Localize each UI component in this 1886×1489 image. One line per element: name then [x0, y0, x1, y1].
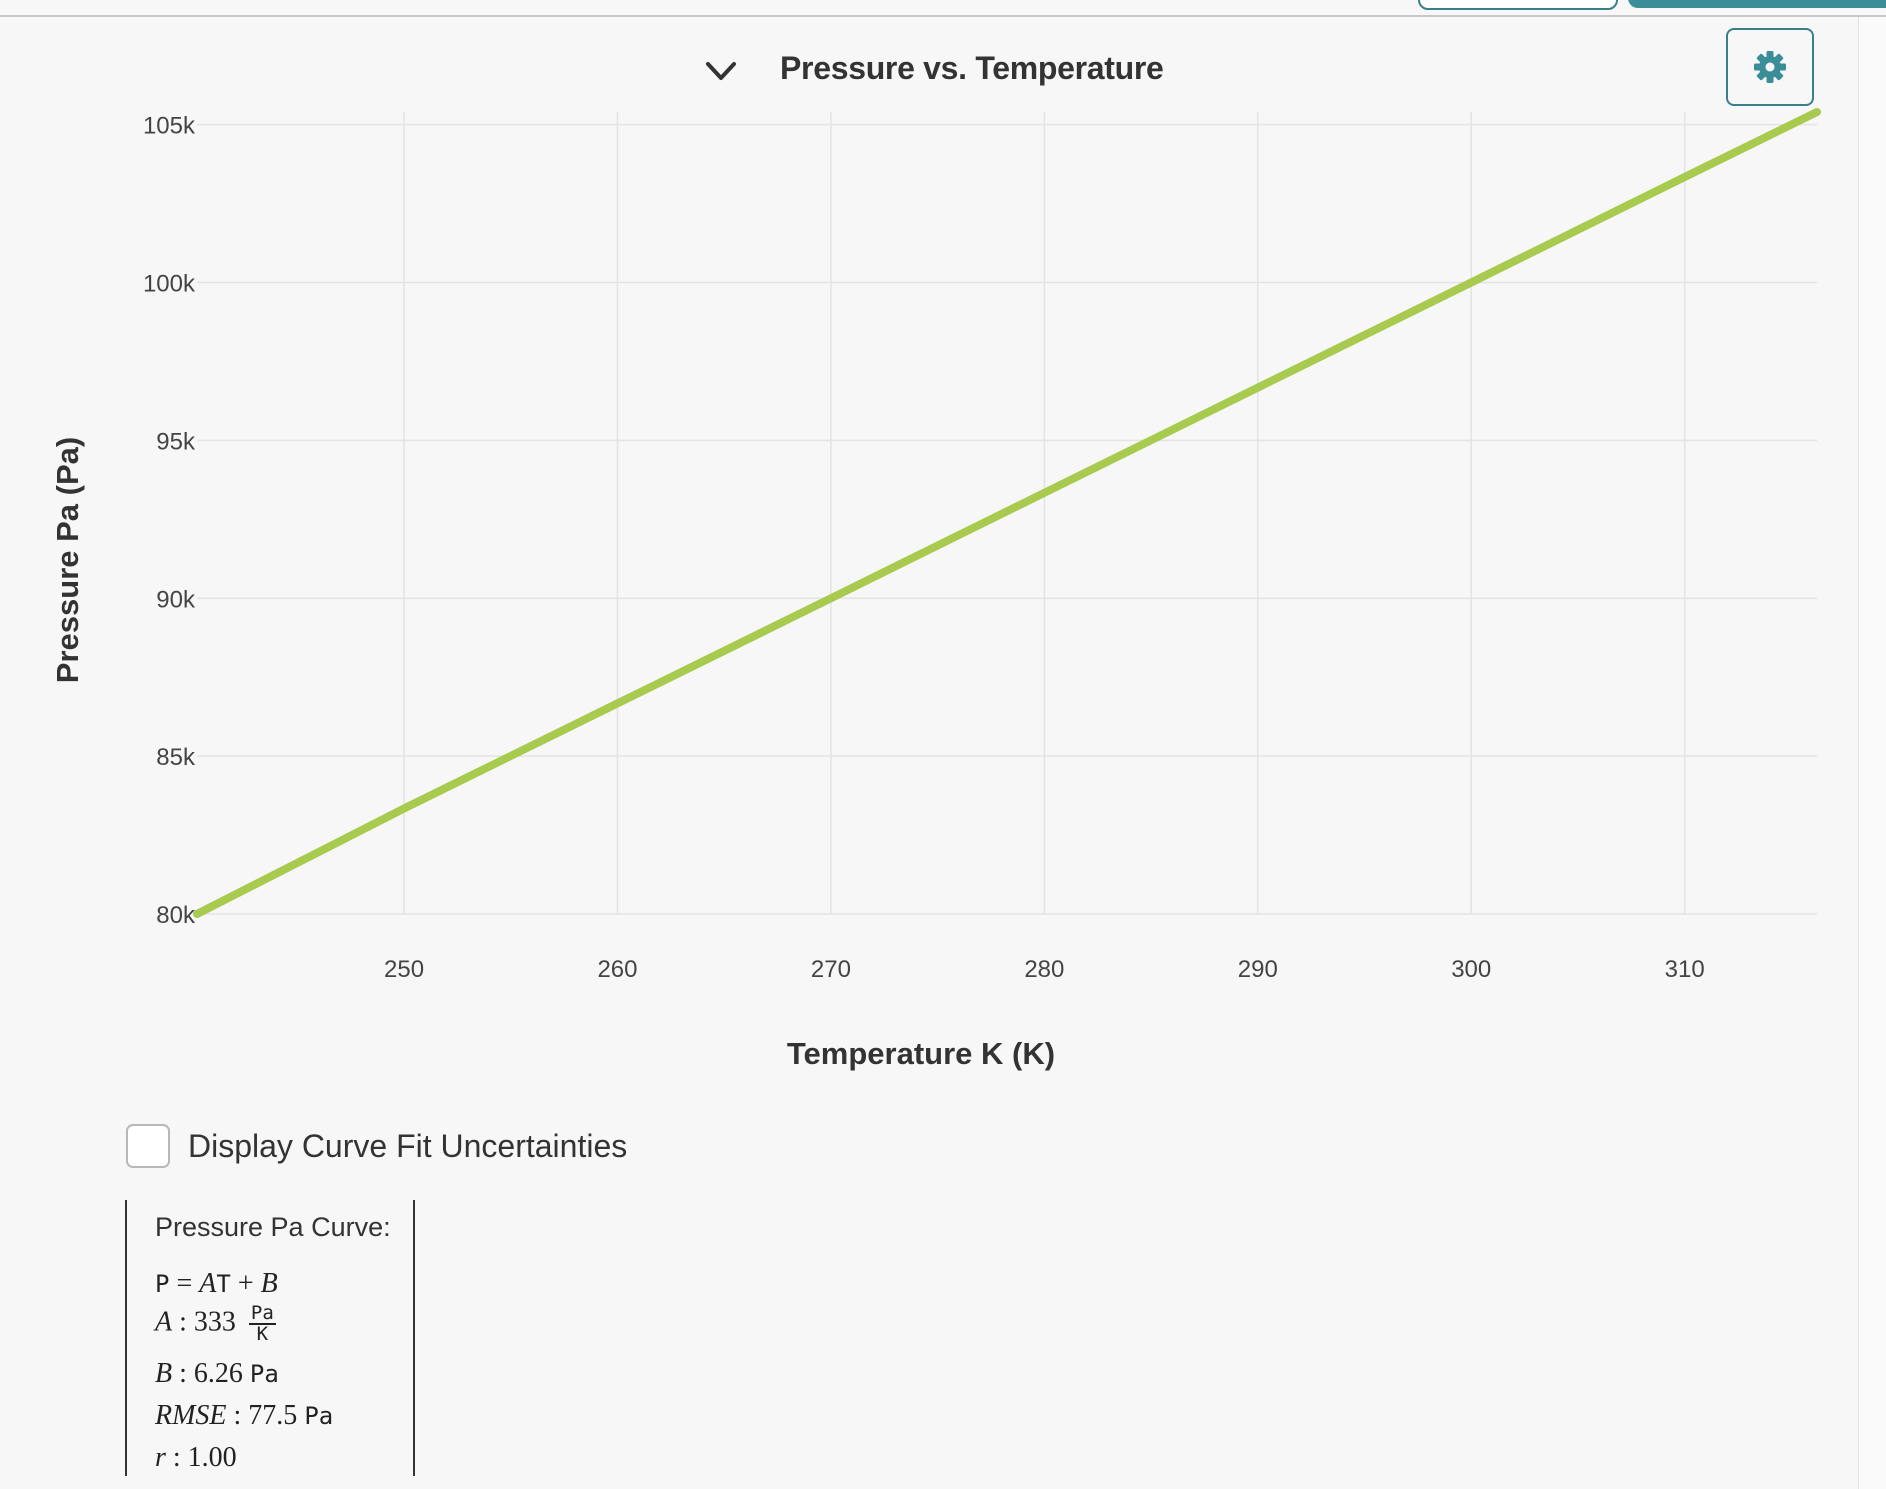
x-tick-label: 250 — [384, 956, 424, 983]
r-value: : 1.00 — [165, 1442, 237, 1473]
rmse-value: : 77.5 — [226, 1400, 305, 1431]
y-tick-label: 100k — [143, 271, 196, 298]
uncertainty-checkbox-label: Display Curve Fit Uncertainties — [188, 1127, 628, 1164]
fit-param-a: A : 333 Pa K — [155, 1304, 276, 1344]
curve-fit-panel: Pressure Pa Curve: P = AT + B A : 333 Pa… — [125, 1200, 415, 1476]
scrollbar-track[interactable] — [1858, 17, 1886, 1489]
chart-settings-button[interactable] — [1726, 28, 1814, 106]
grid-lines — [197, 112, 1817, 915]
x-axis-label: Temperature K (K) — [787, 1036, 1055, 1071]
eq-equals: = — [169, 1268, 200, 1299]
x-tick-label: 270 — [811, 956, 851, 983]
y-tick-label: 90k — [156, 586, 196, 613]
y-tick-label: 80k — [156, 902, 196, 929]
param-b-unit: Pa — [249, 1360, 279, 1388]
param-a-unit: Pa K — [248, 1302, 276, 1345]
x-tick-label: 310 — [1665, 956, 1705, 983]
x-axis-ticks: 250 260 270 280 290 300 310 — [384, 956, 1705, 983]
uncertainty-checkbox[interactable] — [126, 1124, 170, 1168]
param-a-value: : 333 — [172, 1306, 243, 1338]
eq-lhs: P — [155, 1270, 170, 1298]
curve-fit-title: Pressure Pa Curve: — [155, 1212, 391, 1242]
fit-param-b: B : 6.26 Pa — [155, 1358, 279, 1390]
param-a-unit-den: K — [256, 1323, 269, 1345]
chevron-down-icon[interactable] — [700, 58, 742, 88]
x-tick-label: 280 — [1024, 956, 1064, 983]
series-group — [193, 108, 1821, 918]
eq-a: A — [199, 1268, 217, 1299]
y-axis-ticks: 80k 85k 90k 95k 100k 105k — [143, 113, 196, 929]
rmse-unit: Pa — [304, 1402, 334, 1430]
x-tick-label: 260 — [597, 956, 637, 983]
param-a-name: A — [155, 1306, 173, 1338]
x-tick-label: 290 — [1238, 956, 1278, 983]
y-tick-label: 105k — [143, 113, 196, 140]
gear-icon — [1754, 51, 1786, 83]
r-name: r — [155, 1442, 166, 1473]
eq-t: T — [216, 1270, 231, 1298]
uncertainty-toggle[interactable]: Display Curve Fit Uncertainties — [126, 1122, 627, 1170]
chart: 250 260 270 280 290 300 310 80k 85k 90k 95k 100k 10… — [50, 108, 1821, 1071]
eq-plus: + — [230, 1268, 261, 1299]
param-a-unit-num: Pa — [248, 1302, 276, 1325]
y-axis-label: Pressure Pa (Pa) — [50, 437, 85, 683]
chart-header: Pressure vs. Temperature — [0, 40, 1886, 100]
toolbar-primary-button[interactable] — [1628, 0, 1886, 8]
fit-equation: P = AT + B — [155, 1268, 278, 1300]
param-b-value: : 6.26 — [172, 1358, 250, 1389]
fit-rmse: RMSE : 77.5 Pa — [155, 1400, 333, 1432]
chart-title: Pressure vs. Temperature — [780, 50, 1164, 86]
y-tick-label: 85k — [156, 744, 196, 771]
series-line — [193, 108, 1821, 918]
y-tick-label: 95k — [156, 428, 196, 455]
param-b-name: B — [155, 1358, 173, 1389]
x-tick-label: 300 — [1451, 956, 1491, 983]
fit-r: r : 1.00 — [155, 1442, 237, 1474]
top-toolbar — [0, 0, 1886, 17]
rmse-name: RMSE — [155, 1400, 227, 1431]
eq-b: B — [260, 1268, 278, 1299]
